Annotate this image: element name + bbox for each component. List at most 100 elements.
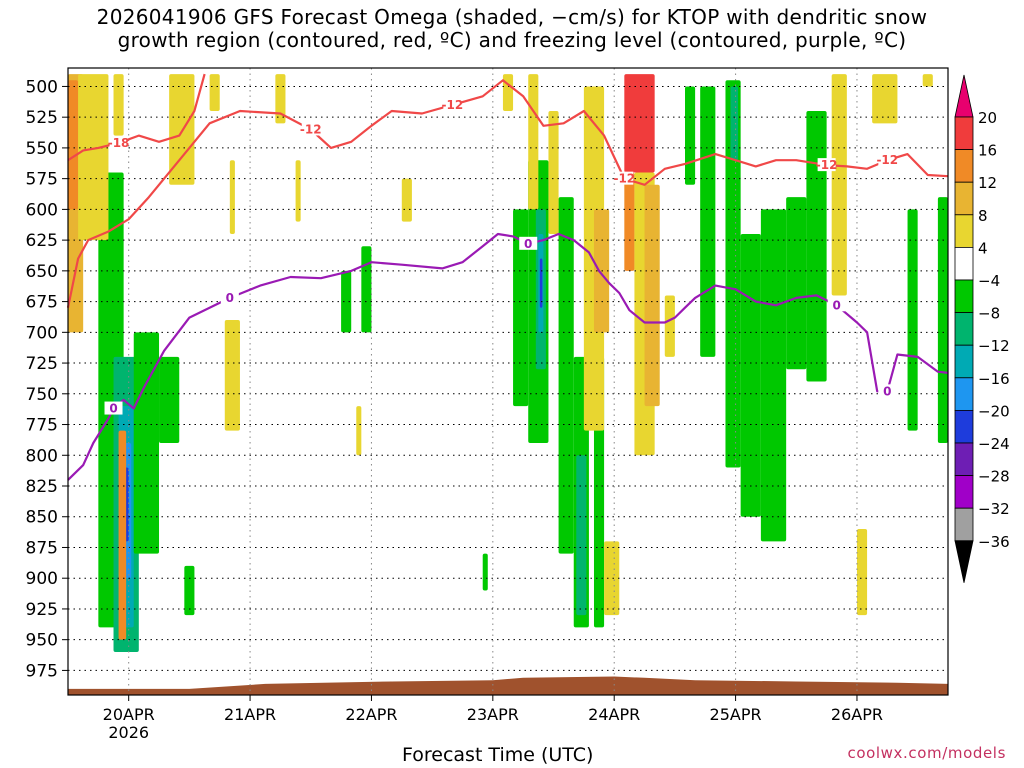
colorbar-segment-11 <box>954 475 974 509</box>
colorbar-bottom-arrow <box>954 540 974 583</box>
x-axis-label: Forecast Time (UTC) <box>402 744 594 766</box>
contour-label-bg-1-1 <box>443 97 462 111</box>
y-tick-label-825: 825 <box>26 477 58 497</box>
omega-shading-layer <box>68 74 948 652</box>
omega-cell-33 <box>113 74 124 136</box>
omega-cell-6 <box>159 356 180 443</box>
omega-cell-19 <box>760 209 787 542</box>
omega-cell-20 <box>786 197 807 370</box>
y-tick-label-525: 525 <box>26 108 58 128</box>
omega-cell-37 <box>224 320 240 431</box>
contour-label-1-3: -12 <box>816 158 838 172</box>
y-tick-label-850: 850 <box>26 508 58 528</box>
colorbar-segment-1 <box>954 149 974 183</box>
omega-cell-27 <box>341 270 352 333</box>
colorbar-segment-12 <box>954 507 974 542</box>
x-tick-label-25APR: 25APR <box>710 705 762 724</box>
omega-cell-43 <box>502 74 514 112</box>
chart-title: 2026041906 GFS Forecast Omega (shaded, −… <box>0 6 1024 52</box>
colorbar-label-4: 4 <box>978 239 988 257</box>
contour-label-bg-0-4 <box>878 384 897 398</box>
omega-cell-40 <box>295 160 301 222</box>
y-tick-label-900: 900 <box>26 569 58 589</box>
y-tick-label-925: 925 <box>26 600 58 620</box>
y-tick-label-875: 875 <box>26 538 58 558</box>
omega-cell-50 <box>624 172 635 271</box>
contour-label-0-4: 0 <box>883 384 891 398</box>
contour-line-1 <box>66 79 949 308</box>
omega-cell-32 <box>78 74 109 241</box>
omega-cell-36 <box>209 74 220 112</box>
omega-cell-44 <box>528 74 539 210</box>
colorbar-segment-8 <box>954 377 974 411</box>
omega-cell-57 <box>922 74 933 87</box>
contour-label-bg-0-3 <box>827 298 846 312</box>
omega-cell-55 <box>856 529 868 616</box>
omega-cell-5 <box>133 332 160 554</box>
colorbar-label-5: −4 <box>978 272 1000 290</box>
colorbar-label-0: 20 <box>978 109 997 127</box>
omega-cell-52 <box>644 184 660 407</box>
y-axis: 500 525 550 575 600 625 650 675 700 725 750 775 800 8… <box>26 77 68 681</box>
omega-cell-16 <box>725 80 741 468</box>
x-tick-label-22APR: 22APR <box>345 705 397 724</box>
x-tick-label-23APR: 23APR <box>467 705 519 724</box>
omega-cell-42 <box>401 178 412 222</box>
chart-title-line-2: growth region (contoured, red, ºC) and f… <box>117 28 907 52</box>
contour-label-bg-0-0 <box>104 401 123 415</box>
omega-cell-34 <box>118 430 127 640</box>
contour-label-0-1: 0 <box>226 291 234 305</box>
source-credit: coolwx.com/models <box>847 744 1006 762</box>
omega-cell-14 <box>576 455 587 616</box>
omega-cell-25 <box>937 197 948 443</box>
y-tick-label-975: 975 <box>26 661 58 681</box>
colorbar-segment-3 <box>954 214 974 248</box>
omega-cell-53 <box>664 295 675 357</box>
x-tick-sublabel-20APR: 2026 <box>108 723 149 742</box>
omega-cell-29 <box>482 553 488 591</box>
y-tick-label-950: 950 <box>26 631 58 651</box>
omega-cell-48 <box>604 541 620 616</box>
contour-line-2 <box>67 73 206 162</box>
y-tick-label-625: 625 <box>26 231 58 251</box>
contour-label-bg-1-4 <box>878 153 897 167</box>
terrain-fill <box>68 676 948 695</box>
omega-cell-24 <box>907 209 918 431</box>
contour-label-1-1: -12 <box>442 98 464 112</box>
colorbar-label-13: −36 <box>978 533 1010 551</box>
omega-cell-41 <box>356 406 362 456</box>
contour-label-0-3: 0 <box>833 298 841 312</box>
omega-cell-54 <box>831 74 847 296</box>
y-tick-label-725: 725 <box>26 354 58 374</box>
colorbar-segment-9 <box>954 409 974 444</box>
omega-cell-18 <box>740 233 761 517</box>
colorbar-segment-7 <box>954 344 974 379</box>
omega-cell-49 <box>624 74 655 173</box>
y-tick-label-575: 575 <box>26 170 58 190</box>
contour-label-bg-2-0 <box>109 135 128 149</box>
plot-area <box>68 68 948 695</box>
omega-cell-23 <box>806 111 827 382</box>
colorbar-segment-10 <box>954 442 974 476</box>
y-tick-label-750: 750 <box>26 385 58 405</box>
colorbar-segment-0 <box>954 116 974 150</box>
colorbar-top-arrow <box>954 74 974 118</box>
contour-label-1-0: -12 <box>300 122 322 136</box>
omega-cell-12 <box>558 197 574 554</box>
colorbar-segment-2 <box>954 181 974 216</box>
omega-cell-38 <box>229 160 235 234</box>
chart-title-line-1: 2026041906 GFS Forecast Omega (shaded, −… <box>96 5 928 29</box>
omega-cell-11 <box>539 258 543 308</box>
contour-label-bg-1-0 <box>301 122 320 136</box>
colorbar-label-3: 8 <box>978 207 988 225</box>
omega-cell-31 <box>68 80 79 210</box>
contour-label-bg-0-1 <box>220 290 239 304</box>
contour-label-bg-0-2 <box>519 236 538 250</box>
contour-label-1-4: -12 <box>876 153 898 167</box>
colorbar-segment-5 <box>954 279 974 313</box>
contour-label-bg-1-2 <box>615 171 634 185</box>
omega-cell-28 <box>361 246 372 333</box>
colorbar-label-9: −20 <box>978 402 1010 420</box>
grid-layer <box>68 68 948 695</box>
